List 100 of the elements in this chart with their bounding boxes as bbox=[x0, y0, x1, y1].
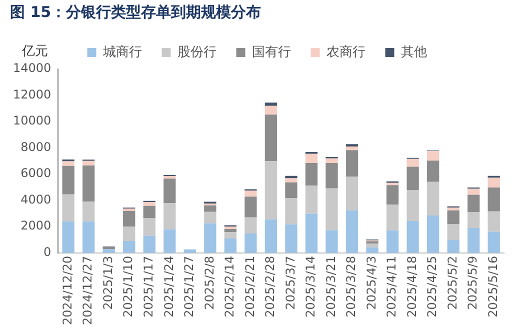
x-tick-label: 2025/3/14 bbox=[304, 256, 318, 318]
y-tick-label: 14000 bbox=[12, 61, 52, 76]
x-tick-label: 2025/4/18 bbox=[404, 256, 419, 318]
x-tick-label: 2025/1/3 bbox=[100, 256, 115, 310]
x-tick-label: 2025/3/28 bbox=[344, 256, 358, 318]
bar bbox=[326, 158, 338, 164]
bar bbox=[426, 216, 440, 253]
x-tick-label: 2025/5/9 bbox=[466, 256, 480, 310]
bar bbox=[264, 102, 278, 106]
bar bbox=[164, 229, 176, 253]
bar bbox=[346, 150, 358, 177]
bar bbox=[123, 210, 136, 227]
x-tick-label: 2024/12/27 bbox=[80, 256, 95, 326]
bar bbox=[305, 163, 318, 186]
bar bbox=[406, 158, 419, 167]
y-tick-label: 8000 bbox=[20, 140, 52, 154]
x-tick-label: 2025/1/10 bbox=[121, 256, 136, 318]
bar bbox=[264, 161, 278, 220]
bar bbox=[488, 178, 500, 188]
x-tick-label: 2025/5/2 bbox=[445, 256, 460, 310]
x-tick-label: 2025/2/8 bbox=[202, 256, 216, 310]
bar bbox=[264, 219, 278, 253]
x-tick-label: 2025/3/7 bbox=[283, 256, 298, 310]
y-tick-label: 0 bbox=[44, 244, 52, 259]
bar bbox=[82, 160, 95, 166]
bar bbox=[406, 190, 419, 222]
x-tick-label: 2025/4/11 bbox=[384, 256, 399, 318]
bar bbox=[346, 176, 358, 210]
y-tick-label: 4000 bbox=[20, 192, 52, 206]
x-tick-label: 2025/2/14 bbox=[222, 256, 237, 318]
y-tick-label: 6000 bbox=[20, 166, 52, 180]
bar bbox=[346, 210, 358, 253]
bar bbox=[426, 182, 440, 216]
bar bbox=[204, 223, 216, 253]
bar bbox=[326, 188, 338, 230]
legend-label: 国有行 bbox=[252, 44, 291, 60]
bar bbox=[285, 176, 298, 178]
x-tick-label: 2025/2/28 bbox=[263, 256, 278, 318]
x-tick-label: 2025/3/21 bbox=[324, 256, 338, 318]
bar bbox=[143, 202, 156, 206]
y-tick-label: 2000 bbox=[20, 218, 52, 233]
bar bbox=[285, 182, 298, 198]
bar bbox=[62, 161, 74, 166]
bar bbox=[488, 232, 500, 253]
bar bbox=[406, 221, 419, 253]
bar bbox=[123, 226, 136, 242]
bar bbox=[82, 221, 95, 253]
bar bbox=[468, 212, 480, 228]
bar bbox=[285, 178, 298, 182]
bar bbox=[204, 212, 216, 224]
bar bbox=[346, 146, 358, 150]
x-tick-label: 2025/1/27 bbox=[182, 256, 196, 318]
x-tick-label: 2025/2/21 bbox=[242, 256, 257, 318]
bar bbox=[305, 186, 318, 214]
y-axis-title: 亿元 bbox=[22, 43, 48, 60]
bar bbox=[204, 205, 216, 212]
bar bbox=[62, 221, 74, 253]
bar bbox=[244, 217, 257, 234]
bar bbox=[244, 234, 257, 253]
bar bbox=[285, 224, 298, 253]
bar bbox=[164, 176, 176, 179]
bar bbox=[102, 249, 115, 253]
bar bbox=[447, 224, 460, 240]
bar bbox=[164, 178, 176, 203]
bar bbox=[82, 166, 95, 202]
legend-label: 农商行 bbox=[326, 44, 366, 60]
x-tick-label: 2025/4/3 bbox=[364, 256, 378, 310]
bar bbox=[326, 163, 338, 188]
bar bbox=[264, 114, 278, 162]
legend-label: 城商行 bbox=[102, 44, 142, 60]
bar bbox=[468, 194, 480, 212]
bar bbox=[366, 244, 378, 248]
bar bbox=[143, 206, 156, 218]
bar bbox=[224, 232, 237, 239]
bar bbox=[123, 208, 136, 211]
x-tick-label: 2024/12/20 bbox=[60, 256, 74, 326]
bar bbox=[244, 190, 257, 197]
bar bbox=[164, 202, 176, 230]
bar bbox=[224, 228, 237, 232]
bar bbox=[386, 185, 399, 205]
x-tick-label: 2025/4/25 bbox=[425, 256, 440, 318]
bar bbox=[123, 241, 136, 253]
bar bbox=[426, 151, 440, 161]
bar bbox=[468, 228, 480, 253]
x-tick-label: 2025/1/17 bbox=[141, 256, 156, 318]
bar bbox=[62, 194, 74, 222]
y-tick-label: 12000 bbox=[12, 87, 52, 102]
bar bbox=[264, 106, 278, 115]
y-tick-label: 10000 bbox=[12, 114, 52, 128]
bar bbox=[326, 230, 338, 253]
bar bbox=[305, 154, 318, 164]
bar bbox=[447, 208, 460, 210]
x-tick-label: 2025/5/16 bbox=[486, 256, 500, 318]
chart-title: 图 15：分银行类型存单到期规模分布 bbox=[10, 2, 262, 21]
bar bbox=[447, 210, 460, 224]
bar bbox=[143, 236, 156, 253]
bar bbox=[305, 214, 318, 253]
bar bbox=[224, 238, 237, 253]
bar bbox=[366, 247, 378, 253]
bar bbox=[82, 202, 95, 222]
